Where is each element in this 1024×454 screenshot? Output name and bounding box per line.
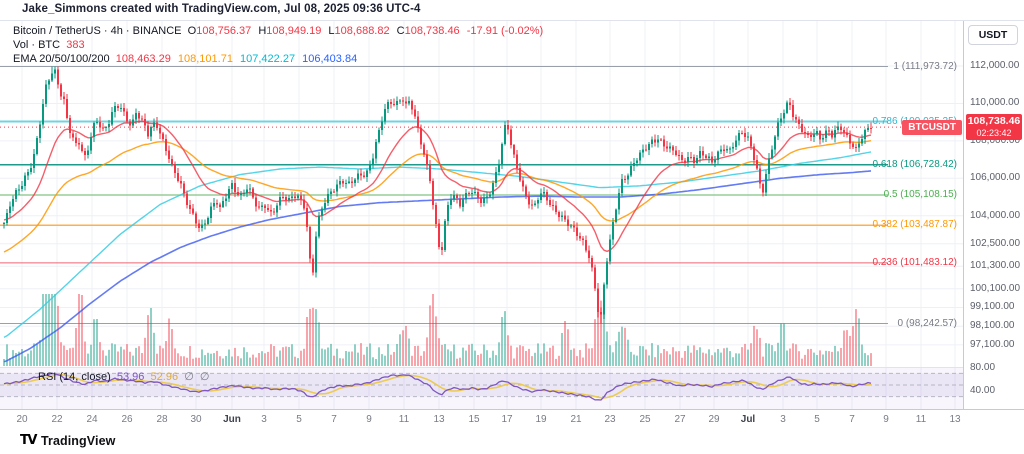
time-axis-tick: 17 (501, 414, 513, 425)
time-axis-tick: 23 (604, 414, 616, 425)
ema-label: EMA 20/50/100/200 (13, 53, 110, 65)
price-axis-tick: 99,100.00 (970, 301, 1015, 312)
price-axis-tick: 106,000.00 (970, 172, 1021, 183)
time-axis-tick: 30 (190, 414, 202, 425)
currency-toggle-button[interactable]: USDT (968, 25, 1018, 45)
time-axis-tick: 5 (814, 414, 820, 425)
time-axis-tick: 25 (639, 414, 651, 425)
chart-area[interactable]: Bitcoin / TetherUS · 4h · BINANCE O108,7… (0, 20, 1024, 430)
fib-level-label: 0.236 (101,483.12) (872, 257, 957, 268)
ema100-value: 107,422.27 (240, 53, 296, 65)
ema-legend-row[interactable]: EMA 20/50/100/200 108,463.29 108,101.71 … (13, 53, 357, 65)
price-axis-tick: 101,300.00 (970, 260, 1021, 271)
time-axis[interactable]: 20 22 24 26 28 30 Jun 3 5 7 9 11 13 15 17 19 21 23 25 27 29 J… (0, 409, 1024, 430)
last-price-value: 108,738.46 (967, 115, 1021, 127)
attribution-text: Jake_Simmons created with TradingView.co… (22, 3, 421, 15)
bar-countdown: 02:23:42 (976, 128, 1012, 138)
price-axis-tick: 98,100.00 (970, 320, 1015, 331)
time-axis-tick: 20 (16, 414, 28, 425)
price-axis-tick: 97,100.00 (970, 339, 1015, 350)
ohlc-high-label: H (258, 25, 267, 37)
ohlc-open-value: 108,756.37 (196, 25, 252, 37)
time-axis-tick: 26 (121, 414, 133, 425)
time-axis-tick: 3 (780, 414, 786, 425)
ohlc-high-value: 108,949.19 (266, 25, 322, 37)
time-axis-tick: 7 (331, 414, 337, 425)
time-axis-tick: 11 (398, 414, 410, 425)
ohlc-low-value: 108,688.82 (334, 25, 390, 37)
price-axis[interactable]: USDT 112,000.00 110,000.00 108,000.00 106,0… (963, 21, 1024, 430)
rsi-empty-icon: ∅ (184, 371, 194, 383)
rsi-value: 53.96 (116, 371, 145, 383)
tradingview-logo[interactable]: TV TradingView (20, 433, 115, 448)
symbol-legend-row[interactable]: Bitcoin / TetherUS · 4h · BINANCE O108,7… (13, 25, 543, 37)
ema20-value: 108,463.29 (115, 53, 171, 65)
time-axis-tick: 24 (86, 414, 98, 425)
time-axis-tick: 9 (366, 414, 372, 425)
last-price-label: 108,738.46 02:23:42 (966, 114, 1022, 140)
time-axis-tick: 9 (883, 414, 889, 425)
fib-level-label: 0.382 (103,487.87) (872, 219, 957, 230)
ema50-value: 108,101.71 (177, 53, 233, 65)
ohlc-close-label: C (396, 25, 405, 37)
symbol-price-tag: BTCUSDT (902, 120, 962, 135)
time-axis-tick: 29 (708, 414, 720, 425)
volume-label: Vol · BTC (13, 39, 61, 51)
time-axis-tick: 27 (674, 414, 686, 425)
volume-legend-row[interactable]: Vol · BTC 383 (13, 39, 85, 51)
footer-bar: TV TradingView (0, 430, 1024, 454)
symbol-title[interactable]: Bitcoin / TetherUS · 4h · BINANCE (13, 25, 182, 37)
time-axis-tick: 5 (296, 414, 302, 425)
time-axis-tick: Jul (740, 414, 756, 425)
rsi-empty-icon: ∅ (199, 371, 210, 383)
time-axis-tick: 19 (535, 414, 547, 425)
rsi-legend-row[interactable]: RSI (14, close) 53.96 52.96 ∅ ∅ (38, 370, 210, 383)
ohlc-low-label: L (328, 25, 335, 37)
time-axis-tick: 11 (915, 414, 927, 425)
price-axis-tick: 100,100.00 (970, 283, 1021, 294)
ohlc-open-label: O (187, 25, 197, 37)
fib-level-label: 0.5 (105,108.15) (883, 189, 957, 200)
ohlc-close-value: 108,738.46 (404, 25, 460, 37)
rsi-axis-tick: 80.00 (970, 362, 996, 373)
change-value: -17.91 (-0.02%) (466, 25, 544, 37)
price-axis-tick: 112,000.00 (970, 60, 1020, 71)
rsi-axis-tick: 40.00 (970, 385, 996, 396)
time-axis-tick: 28 (156, 414, 168, 425)
tradingview-logo-icon: TV (20, 433, 37, 448)
time-axis-tick: 13 (949, 414, 961, 425)
price-axis-tick: 102,500.00 (970, 238, 1021, 249)
fib-level-label: 0.618 (106,728.42) (872, 159, 957, 170)
tradingview-wordmark: TradingView (40, 433, 116, 448)
rsi-title: RSI (14, close) (38, 371, 111, 383)
volume-value: 383 (66, 39, 85, 51)
chart-canvas[interactable] (0, 21, 963, 430)
time-axis-tick: 7 (849, 414, 855, 425)
price-axis-tick: 108,000.00 (970, 135, 1021, 146)
time-axis-tick: 15 (468, 414, 480, 425)
fib-level-label: 1 (111,973.72) (893, 61, 957, 72)
fib-level-label: 0 (98,242.57) (897, 318, 958, 329)
time-axis-tick: 13 (433, 414, 445, 425)
price-axis-tick: 110,000.00 (970, 97, 1020, 108)
ema200-value: 106,403.84 (302, 53, 358, 65)
time-axis-tick: 3 (261, 414, 267, 425)
time-axis-tick: 22 (51, 414, 63, 425)
time-axis-tick: Jun (223, 414, 241, 425)
rsi-ma-value: 52.96 (150, 371, 179, 383)
time-axis-tick: 21 (570, 414, 582, 425)
price-axis-tick: 104,000.00 (970, 210, 1021, 221)
